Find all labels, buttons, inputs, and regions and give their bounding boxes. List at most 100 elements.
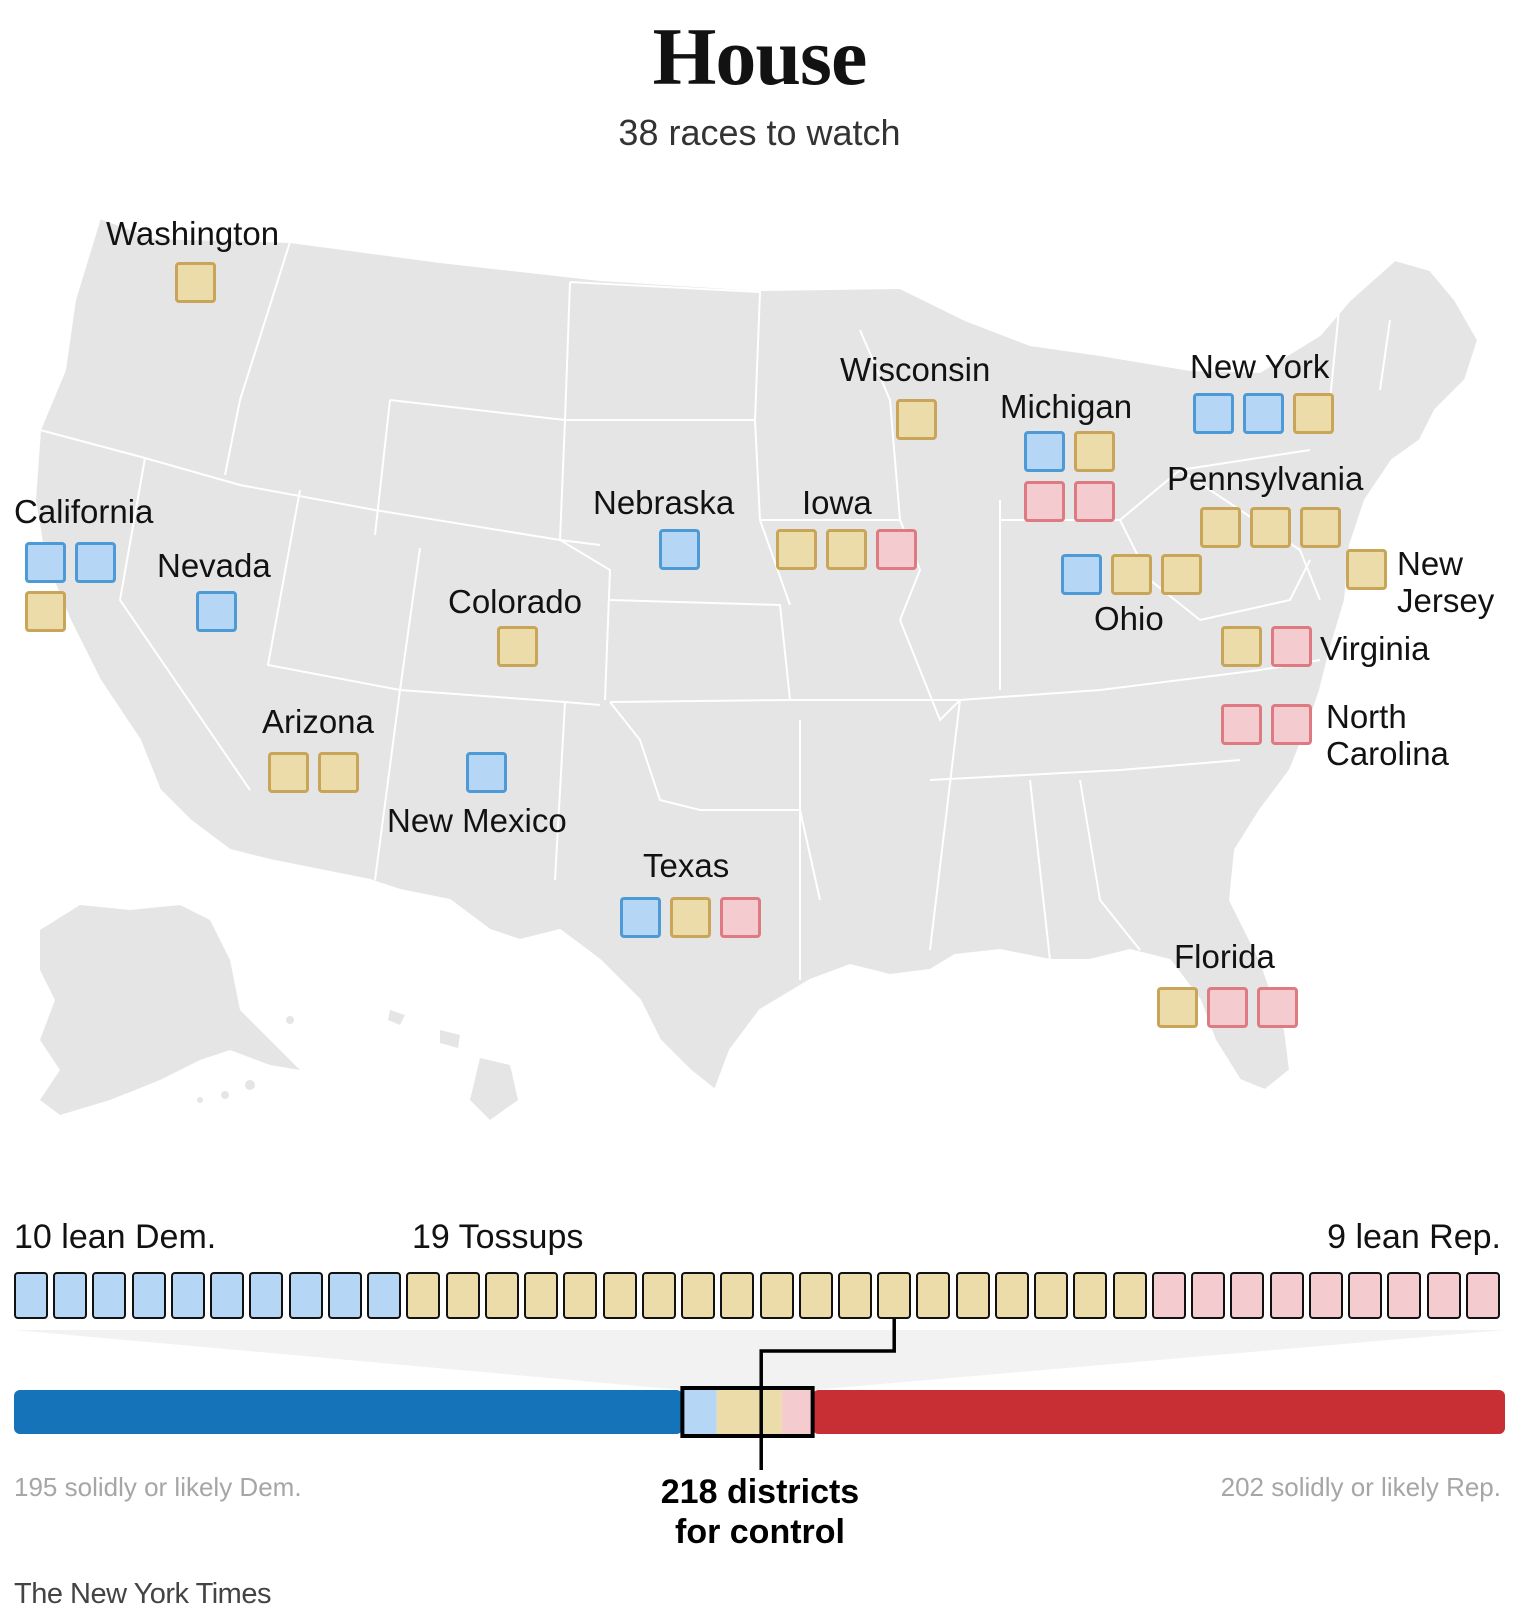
source-credit: The New York Times <box>14 1578 271 1610</box>
race-box-pennsylvania-2 <box>1250 507 1291 548</box>
race-strip-box-lean-dem <box>92 1272 127 1319</box>
race-strip-box-lean-dem <box>367 1272 402 1319</box>
state-label-arizona: Arizona <box>262 703 374 740</box>
seat-bar <box>14 1319 1505 1470</box>
race-strip-box-tossup <box>641 1272 676 1319</box>
race-strip-box-lean-dem <box>14 1272 48 1319</box>
race-strip-box-tossup <box>406 1272 441 1319</box>
race-box-iowa-1 <box>776 529 817 570</box>
solid-dem-bar <box>14 1390 683 1434</box>
state-label-washington: Washington <box>106 215 280 252</box>
tossup-bar <box>716 1390 782 1434</box>
race-box-arizona-1 <box>268 752 309 793</box>
alaska-hawaii-decor <box>197 1016 294 1103</box>
race-strip-box-tossup <box>445 1272 480 1319</box>
race-box-washington-1 <box>175 262 216 303</box>
race-box-north-carolina-2 <box>1271 704 1312 745</box>
race-strip-box-lean-dem <box>53 1272 88 1319</box>
state-label-california: California <box>14 493 154 530</box>
state-label-wisconsin: Wisconsin <box>840 351 991 388</box>
state-borders <box>39 241 1391 980</box>
state-label-florida: Florida <box>1174 938 1275 975</box>
race-strip-box-lean-rep <box>1426 1272 1461 1319</box>
race-box-new-york-3 <box>1293 393 1334 434</box>
race-box-nevada-1 <box>196 591 237 632</box>
race-box-nebraska-1 <box>659 529 700 570</box>
race-box-texas-1 <box>620 897 661 938</box>
race-box-michigan-1 <box>1024 431 1065 472</box>
race-box-california-1 <box>25 542 66 583</box>
state-label-michigan: Michigan <box>1000 388 1133 425</box>
race-strip-box-tossup <box>1112 1272 1147 1319</box>
race-box-texas-3 <box>720 897 761 938</box>
race-strip-box-lean-rep <box>1348 1272 1383 1319</box>
race-box-pennsylvania-3 <box>1300 507 1341 548</box>
state-label-pennsylvania: Pennsylvania <box>1167 460 1364 497</box>
page-subtitle: 38 races to watch <box>618 112 901 153</box>
race-strip-box-tossup <box>484 1272 519 1319</box>
race-strip-box-tossup <box>602 1272 637 1319</box>
lean-dem-legend-label: 10 lean Dem. <box>14 1218 217 1256</box>
race-strip-box-tossup <box>798 1272 833 1319</box>
race-box-ohio-2 <box>1111 554 1152 595</box>
race-box-michigan-3 <box>1024 481 1065 522</box>
control-label-line2: for control <box>675 1513 845 1551</box>
state-label-texas: Texas <box>643 847 730 884</box>
race-strip-box-tossup <box>681 1272 716 1319</box>
race-box-arizona-2 <box>318 752 359 793</box>
race-strip-box-tossup <box>1073 1272 1108 1319</box>
race-strip-box-lean-rep <box>1191 1272 1226 1319</box>
race-box-ohio-3 <box>1161 554 1202 595</box>
race-box-new-york-2 <box>1243 393 1284 434</box>
race-strip-box-lean-dem <box>170 1272 205 1319</box>
race-strip-box-lean-rep <box>1269 1272 1304 1319</box>
race-strip-box-tossup <box>759 1272 794 1319</box>
hawaii-shape <box>388 1010 518 1120</box>
alaska-shape <box>40 905 300 1115</box>
lean-rep-bar <box>781 1390 813 1434</box>
race-box-florida-1 <box>1157 987 1198 1028</box>
race-strip-box-lean-rep <box>1230 1272 1265 1319</box>
race-strip-box-tossup <box>955 1272 990 1319</box>
race-box-florida-3 <box>1257 987 1298 1028</box>
race-strip-box-lean-dem <box>131 1272 166 1319</box>
state-label-iowa: Iowa <box>802 484 872 521</box>
race-strip-box-tossup <box>563 1272 598 1319</box>
race-strip-box-lean-dem <box>327 1272 362 1319</box>
state-label-new-york: New York <box>1190 348 1330 385</box>
race-box-new-york-1 <box>1193 393 1234 434</box>
race-strip-box-lean-rep <box>1151 1272 1186 1319</box>
state-label-new-mexico: New Mexico <box>387 802 567 839</box>
race-box-new-jersey-1 <box>1346 549 1387 590</box>
page-title: House <box>652 11 868 102</box>
race-box-texas-2 <box>670 897 711 938</box>
race-strip-box-lean-dem <box>288 1272 323 1319</box>
lean-dem-bar <box>682 1390 717 1434</box>
race-strip-box-lean-rep <box>1465 1272 1500 1319</box>
race-box-california-3 <box>25 591 66 632</box>
race-box-north-carolina-1 <box>1221 704 1262 745</box>
state-label-north-carolina: North Carolina <box>1326 698 1449 772</box>
race-box-ohio-1 <box>1061 554 1102 595</box>
tossup-legend-label: 19 Tossups <box>412 1218 584 1256</box>
race-strip-box-lean-rep <box>1387 1272 1422 1319</box>
race-strip-box-lean-rep <box>1308 1272 1343 1319</box>
state-label-new-jersey: New Jersey <box>1397 545 1495 619</box>
race-box-pennsylvania-1 <box>1200 507 1241 548</box>
race-box-wisconsin-1 <box>896 399 937 440</box>
race-box-colorado-1 <box>497 626 538 667</box>
race-strip-box-tossup <box>837 1272 872 1319</box>
state-label-ohio: Ohio <box>1094 600 1164 637</box>
race-box-new-mexico-1 <box>466 752 507 793</box>
race-box-iowa-2 <box>826 529 867 570</box>
lean-rep-legend-label: 9 lean Rep. <box>1327 1218 1501 1256</box>
control-label-line1: 218 districts <box>660 1473 860 1511</box>
race-strip-box-tossup <box>1034 1272 1069 1319</box>
race-strip-box-tossup <box>877 1272 912 1319</box>
state-label-nevada: Nevada <box>157 547 271 584</box>
state-label-virginia: Virginia <box>1320 630 1430 667</box>
race-box-michigan-2 <box>1074 431 1115 472</box>
race-box-iowa-3 <box>876 529 917 570</box>
land-masses <box>33 216 1480 1120</box>
